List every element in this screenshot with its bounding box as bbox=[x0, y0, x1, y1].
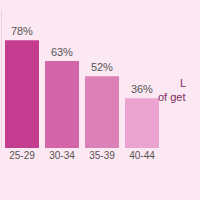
svg-text:36%: 36% bbox=[131, 83, 153, 95]
svg-text:78%: 78% bbox=[11, 25, 33, 37]
svg-text:of get: of get bbox=[158, 91, 186, 103]
svg-text:35-39: 35-39 bbox=[89, 150, 115, 161]
svg-text:63%: 63% bbox=[51, 46, 73, 58]
svg-text:25-29: 25-29 bbox=[9, 150, 35, 161]
svg-text:40-44: 40-44 bbox=[129, 150, 155, 161]
svg-text:30-34: 30-34 bbox=[49, 150, 75, 161]
svg-text:52%: 52% bbox=[91, 61, 113, 73]
svg-text:L: L bbox=[180, 77, 186, 89]
